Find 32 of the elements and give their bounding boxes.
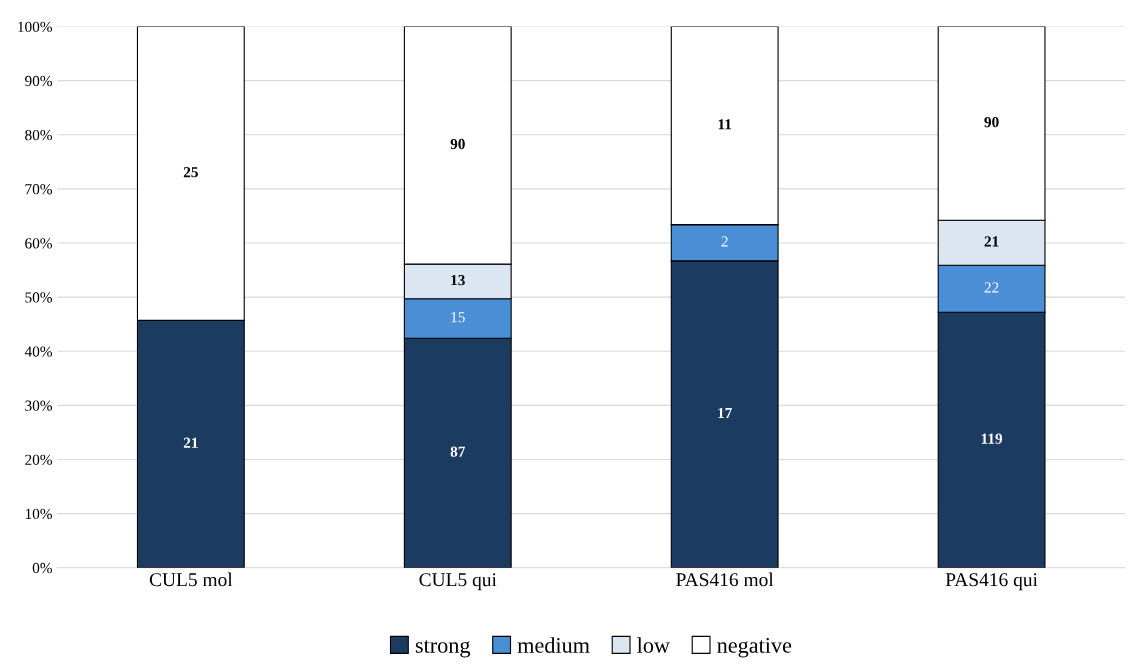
legend-label: negative (717, 637, 792, 658)
annotation: 15 (451, 312, 465, 323)
annotation: 11 (718, 119, 732, 130)
y-tick-label: 70% (25, 184, 53, 195)
y-tick-label: 10% (25, 508, 53, 520)
legend-label: medium (517, 637, 590, 653)
y-tick-label: 30% (25, 400, 53, 411)
y-tick-label: 90% (25, 75, 53, 87)
annotation: 21 (183, 437, 198, 448)
y-tick-label: 20% (25, 454, 53, 465)
legend-label: strong (415, 640, 471, 658)
annotation: 21 (984, 236, 999, 247)
legend-label: low (637, 637, 670, 653)
annotation: 17 (718, 407, 732, 418)
x-tick-label: PAS416 mol (676, 572, 774, 587)
annotation: 119 (981, 433, 1003, 444)
x-tick-label: CUL5 qui (419, 573, 497, 591)
y-tick-label: 40% (24, 346, 53, 357)
annotation: 90 (984, 116, 999, 128)
x-tick-label: PAS416 qui (945, 573, 1038, 591)
y-tick-label: 0% (32, 562, 53, 574)
annotation: 13 (451, 275, 465, 286)
y-tick-label: 50% (25, 292, 53, 303)
annotation: 22 (984, 282, 999, 293)
annotation: 2 (721, 236, 728, 247)
y-tick-label: 80% (25, 129, 53, 141)
annotation: 25 (183, 167, 198, 178)
y-tick-label: 100% (18, 21, 53, 33)
annotation: 90 (450, 138, 465, 150)
y-tick-label: 60% (25, 238, 53, 249)
x-tick-label: CUL5 mol (149, 572, 233, 587)
annotation: 87 (450, 446, 466, 457)
